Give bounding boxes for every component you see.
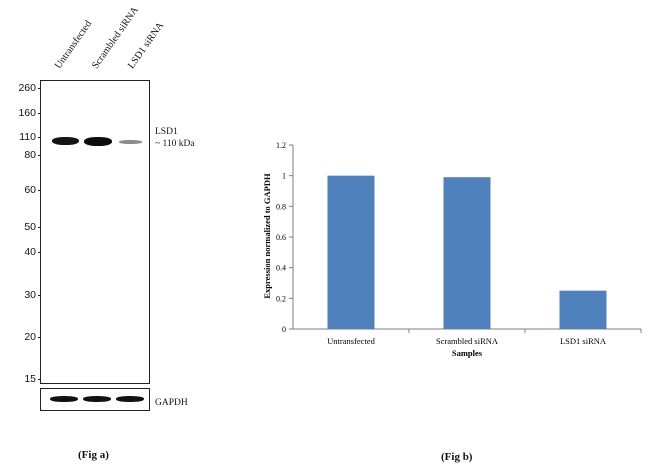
- x-category-label: Untransfected: [327, 336, 375, 346]
- x-category-label: Scrambled siRNA: [436, 336, 499, 346]
- target-protein-label: LSD1: [155, 127, 178, 137]
- y-tick-label: 0.6: [276, 233, 286, 242]
- marker-15: 15: [24, 373, 36, 385]
- loading-control-label: GAPDH: [155, 398, 188, 408]
- band-gapdh-scrambled-sirna: [83, 396, 111, 402]
- lsd1-blot-image: [40, 80, 150, 384]
- marker-260: 260: [18, 82, 36, 94]
- band-gapdh-untransfected: [50, 396, 78, 402]
- y-tick-label: 1.2: [276, 141, 286, 150]
- y-tick-label: 1: [282, 172, 286, 181]
- marker-160: 160: [18, 107, 36, 119]
- y-tick-label: 0.2: [276, 294, 286, 303]
- target-size-label: ~ 110 kDa: [155, 139, 195, 149]
- marker-80: 80: [24, 149, 36, 161]
- x-axis-label: Samples: [452, 348, 483, 358]
- marker-20: 20: [24, 331, 36, 343]
- band-lsd1-scrambled-sirna: [84, 137, 112, 146]
- marker-30: 30: [24, 289, 36, 301]
- gapdh-blot-image: [40, 388, 150, 411]
- y-tick-label: 0.8: [276, 202, 286, 211]
- bar: [443, 177, 491, 329]
- x-category-label: LSD1 siRNA: [560, 336, 607, 346]
- marker-50: 50: [24, 221, 36, 233]
- fig-b-caption: (Fig b): [441, 451, 473, 463]
- marker-40: 40: [24, 246, 36, 258]
- y-tick-label: 0.4: [276, 264, 286, 273]
- chart-marks: 0 0.2 0.4 0.6 0.8 1 1.2 Untransfected Scrambled …: [276, 141, 642, 346]
- band-gapdh-lsd1-sirna: [116, 396, 144, 402]
- bar: [327, 175, 375, 329]
- band-lsd1-untransfected: [52, 137, 79, 145]
- y-axis-label: Expression normalized to GAPDH: [262, 173, 272, 299]
- y-tick-label: 0: [282, 325, 286, 334]
- band-lsd1-lsd1-sirna: [119, 140, 142, 144]
- marker-110: 110: [19, 131, 36, 143]
- fig-a-caption: (Fig a): [78, 449, 109, 461]
- marker-60: 60: [24, 184, 36, 196]
- bar: [559, 290, 607, 329]
